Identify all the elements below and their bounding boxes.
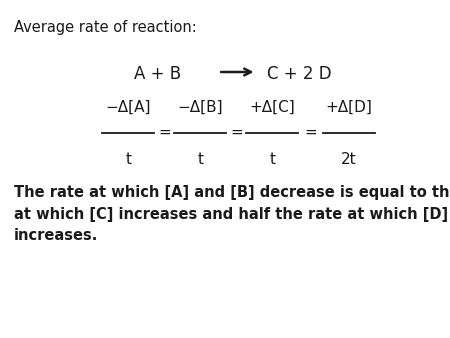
Text: A + B: A + B (134, 65, 181, 83)
Text: t: t (269, 152, 275, 167)
Text: Average rate of reaction:: Average rate of reaction: (14, 20, 197, 35)
Text: =: = (304, 124, 317, 140)
Text: −Δ[B]: −Δ[B] (177, 100, 223, 115)
Text: t: t (125, 152, 131, 167)
Text: =: = (230, 124, 243, 140)
Text: 2t: 2t (341, 152, 356, 167)
Text: =: = (158, 124, 171, 140)
Text: The rate at which [A] and [B] decrease is equal to the rate
at which [C] increas: The rate at which [A] and [B] decrease i… (14, 185, 450, 243)
Text: C + 2 D: C + 2 D (267, 65, 332, 83)
Text: t: t (197, 152, 203, 167)
Text: −Δ[A]: −Δ[A] (105, 100, 151, 115)
Text: +Δ[D]: +Δ[D] (325, 100, 372, 115)
Text: +Δ[C]: +Δ[C] (249, 100, 295, 115)
